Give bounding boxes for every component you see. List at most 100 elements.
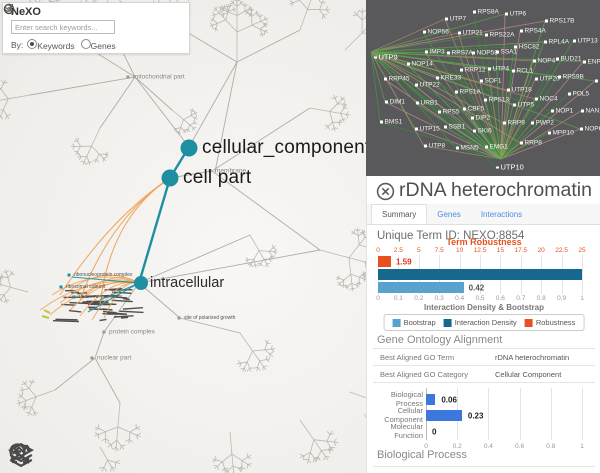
network-node-RPS9B[interactable]: RPS9B xyxy=(558,74,584,81)
search-input[interactable] xyxy=(11,20,115,34)
network-node-RRP8[interactable]: RRP8 xyxy=(520,140,542,147)
network-node-RRP12[interactable]: RRP12 xyxy=(460,67,486,74)
network-node-NOP1[interactable]: NOP1 xyxy=(551,108,574,115)
tab-summary[interactable]: Summary xyxy=(371,204,428,224)
network-node-BMS1[interactable]: BMS1 xyxy=(380,119,403,126)
top-axis-tick: 17.5 xyxy=(514,247,528,254)
network-node-CBF5[interactable]: CBF5 xyxy=(463,106,485,113)
top-axis-tick: 7.5 xyxy=(434,247,444,254)
go-row-label: Best Aligned GO Term xyxy=(380,353,455,362)
details-tabs: Summary Genes Interactions xyxy=(367,204,600,225)
term-node-nuclear-part[interactable]: nuclear part xyxy=(97,354,132,362)
term-node-ribosome-precursor[interactable]: ribosome precursor xyxy=(79,294,123,300)
network-node-UTP15[interactable]: UTP15 xyxy=(415,126,440,133)
network-node-UTP22[interactable]: UTP22 xyxy=(415,82,440,89)
go-row-value: Cellular Component xyxy=(495,370,562,379)
close-icon[interactable] xyxy=(376,182,395,206)
network-node-SKI6[interactable]: SKI6 xyxy=(473,128,492,135)
network-node-NOP56[interactable]: NOP56 xyxy=(423,29,449,36)
network-node-UTP13[interactable]: UTP13 xyxy=(573,38,598,45)
term-node-ribosomal-subunit[interactable]: ribosomal subunit xyxy=(66,284,106,290)
biological-process-heading: Biological Process xyxy=(377,449,467,461)
category-label: Molecular Function xyxy=(390,422,423,440)
term-node-site-of-polarized-growth[interactable]: site of polarized growth xyxy=(184,315,236,321)
network-node-UTP21[interactable]: UTP21 xyxy=(458,30,483,37)
network-node-RPS8A[interactable]: RPS8A xyxy=(473,9,499,16)
term-node-cell-part[interactable]: cell part xyxy=(183,167,252,188)
network-node-RRP45[interactable]: RRP45 xyxy=(384,76,410,83)
tab-genes[interactable]: Genes xyxy=(437,209,461,219)
network-node-RPS13[interactable]: RPS13 xyxy=(484,97,510,104)
bar-robustness xyxy=(378,256,391,267)
top-axis-tick: 0 xyxy=(376,247,380,254)
network-node-POL5[interactable]: POL5 xyxy=(568,91,590,98)
network-node-ENP1[interactable]: ENP1 xyxy=(583,59,600,66)
network-node-UTP4[interactable]: UTP4 xyxy=(488,66,510,73)
term-node-protein-complex[interactable]: protein complex xyxy=(109,328,155,336)
network-node-UTP20[interactable]: UTP20 xyxy=(535,76,560,83)
network-node-RPS5[interactable]: RPS5 xyxy=(438,109,460,116)
gridline xyxy=(519,388,521,440)
tab-interactions[interactable]: Interactions xyxy=(480,209,523,219)
network-node-NOP58[interactable]: NOP58 xyxy=(472,50,498,57)
by-label: By: xyxy=(11,40,24,50)
network-node-UTP18[interactable]: UTP18 xyxy=(507,87,532,94)
network-node-KRE33[interactable]: KRE33 xyxy=(436,75,462,82)
network-node-RPS17B[interactable]: RPS17B xyxy=(545,18,575,25)
network-node-URB1[interactable]: URB1 xyxy=(416,100,438,107)
network-node-NOC4[interactable]: NOC4 xyxy=(535,96,558,103)
top-axis-tick: 20 xyxy=(537,247,545,254)
x-axis-tick: 0.8 xyxy=(546,443,556,450)
gridline xyxy=(488,388,490,440)
details-header: rDNA heterochromatin xyxy=(367,176,600,204)
network-node-MSN5[interactable]: MSN5 xyxy=(456,145,479,152)
top-axis-tick: 15 xyxy=(496,247,505,254)
network-node-UTP5[interactable]: UTP5 xyxy=(513,102,535,109)
bar-bootstrap xyxy=(378,282,464,293)
bottom-axis-tick: 1 xyxy=(580,295,584,302)
network-node-RPS7A[interactable]: RPS7A xyxy=(447,50,473,57)
radio-keywords[interactable] xyxy=(27,39,38,49)
term-robustness-chart: Term Robustness 0 2.5 5 7.5 10 12.5 15 17.5 20 22… xyxy=(367,234,600,334)
network-node-UTP9[interactable]: UTP9 xyxy=(374,53,398,62)
network-node-SOF1[interactable]: SOF1 xyxy=(480,78,502,85)
network-node-PWP2[interactable]: PWP2 xyxy=(531,120,554,127)
network-node-UTP7[interactable]: UTP7 xyxy=(445,16,467,23)
radio-label-keywords: Keywords xyxy=(37,41,75,51)
term-title: rDNA heterochromatin xyxy=(399,179,592,201)
network-node-IMP3[interactable]: IMP3 xyxy=(425,49,445,56)
network-node-NOP4[interactable]: NOP4 xyxy=(533,58,556,65)
network-node-MPP10[interactable]: MPP10 xyxy=(548,130,574,137)
network-node-SSA1[interactable]: SSA1 xyxy=(496,49,518,56)
term-node-cellular-component[interactable]: cellular_component xyxy=(202,137,371,158)
network-node-UTP8[interactable]: UTP8 xyxy=(424,143,446,150)
interaction-network-panel[interactable]: UTP9 UTP7 RPS8A UTP6 RPS17B NOP56 UTP21 RPS22A R… xyxy=(366,0,600,176)
radio-genes[interactable] xyxy=(80,39,91,49)
network-node-RCL1[interactable]: RCL1 xyxy=(512,68,534,75)
network-node-RPS4A[interactable]: RPS4A xyxy=(520,28,546,35)
network-node-RRP9[interactable]: RRP9 xyxy=(503,120,525,127)
network-node-NOP6[interactable]: NOP6 xyxy=(580,126,600,133)
network-node-RPL4A[interactable]: RPL4A xyxy=(544,39,570,46)
network-node-HSC82[interactable]: HSC82 xyxy=(514,44,540,51)
network-node-NAN1[interactable]: NAN1 xyxy=(581,108,600,115)
network-node-UTP6[interactable]: UTP6 xyxy=(505,11,527,18)
legend-label: Interaction Density xyxy=(454,318,517,327)
network-node-EMG1[interactable]: EMG1 xyxy=(485,144,508,151)
svg-text:?: ? xyxy=(7,6,11,13)
network-node-UTP10[interactable]: UTP10 xyxy=(496,163,524,172)
term-node-ribonucleoprotein-complex[interactable]: ribonucleoprotein complex xyxy=(74,272,133,278)
network-node-KRR1[interactable]: KRR1 xyxy=(595,78,600,85)
network-node-RPS22A[interactable]: RPS22A xyxy=(485,32,515,39)
network-node-DIP2[interactable]: DIP2 xyxy=(471,115,490,122)
network-node-RPS1A[interactable]: RPS1A xyxy=(455,89,481,96)
term-node-intracellular[interactable]: intracellular xyxy=(150,275,225,291)
network-node-BUD21[interactable]: BUD21 xyxy=(556,56,582,63)
gridline xyxy=(582,255,583,294)
network-node-SSB1[interactable]: SSB1 xyxy=(444,124,466,131)
term-node-membrane[interactable]: membrane xyxy=(215,167,247,175)
divider xyxy=(373,382,595,383)
network-node-NOP14[interactable]: NOP14 xyxy=(407,61,433,68)
term-node-mitochondrial-part[interactable]: mitochondrial part xyxy=(133,73,185,81)
network-node-DIM1[interactable]: DIM1 xyxy=(385,99,406,106)
